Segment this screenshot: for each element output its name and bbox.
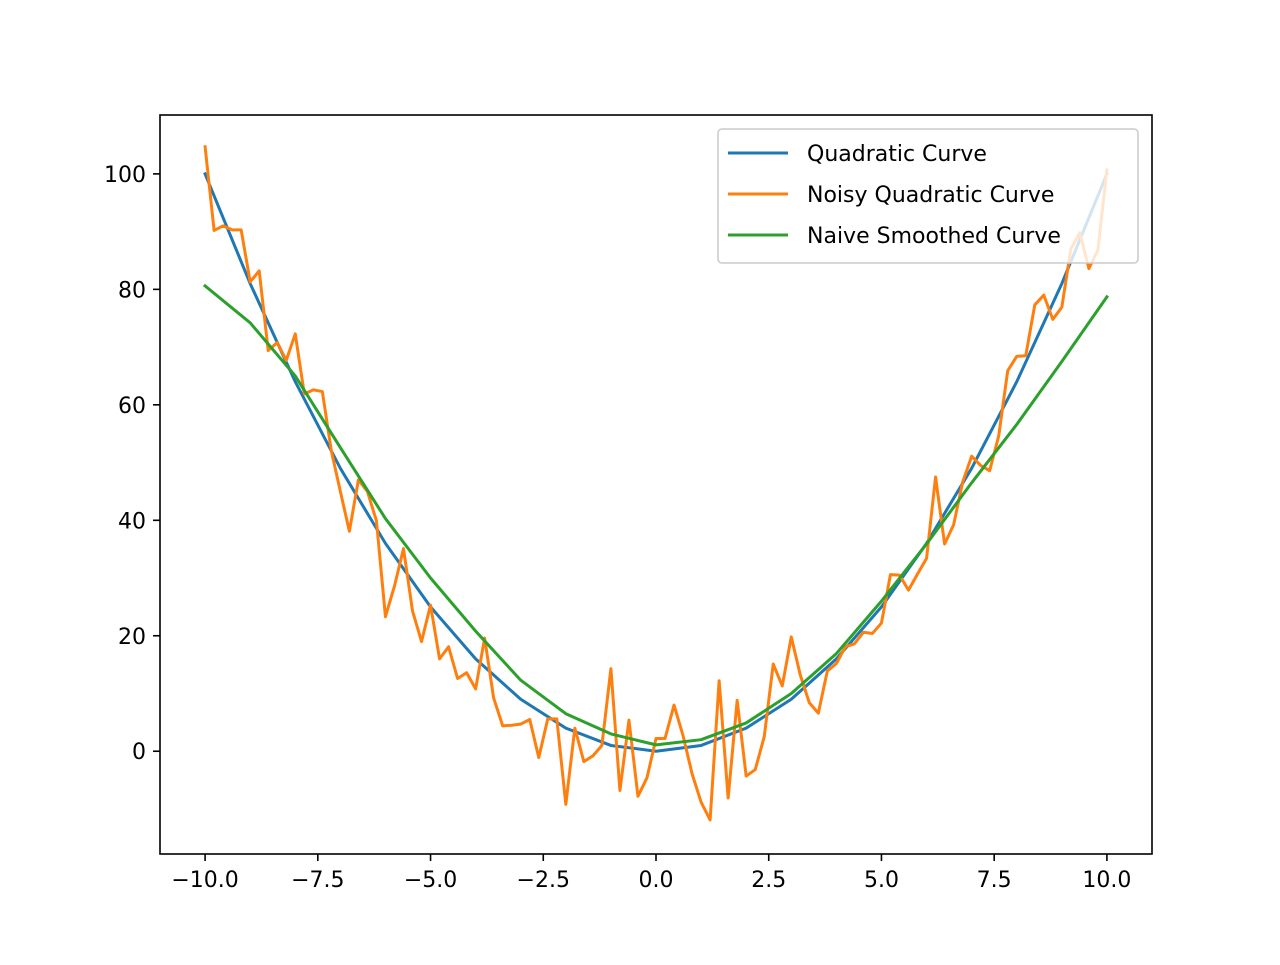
plot-area (202, 145, 1109, 822)
y-tick-label: 80 (118, 278, 146, 303)
y-tick-label: 40 (118, 509, 146, 534)
x-tick-label: 2.5 (751, 868, 786, 893)
y-tick-label: 100 (104, 163, 146, 188)
legend-box (717, 128, 1139, 264)
x-tick-label: −2.5 (517, 868, 570, 893)
y-tick-label: 0 (132, 740, 146, 765)
y-tick-label: 20 (118, 625, 146, 650)
x-tick-label: 0.0 (639, 868, 674, 893)
series-line-naive-smoothed-curve (202, 283, 1109, 747)
legend-label: Quadratic Curve (807, 142, 987, 167)
series-line-noisy-quadratic-curve (203, 145, 1109, 822)
x-tick-label: 5.0 (864, 868, 899, 893)
legend-label: Noisy Quadratic Curve (807, 183, 1054, 208)
axes: −10.0 −7.5 −5.0 −2.5 0.0 2.5 5.0 7.5 10.0 0 20 40 60… (104, 114, 1153, 893)
x-tick-label: 7.5 (977, 868, 1012, 893)
x-tick-label: 10.0 (1082, 868, 1131, 893)
legend-label: Naive Smoothed Curve (807, 224, 1061, 249)
y-tick-label: 60 (118, 394, 146, 419)
x-tick-label: −10.0 (171, 868, 238, 893)
x-tick-label: −5.0 (404, 868, 457, 893)
legend: Quadratic Curve Noisy Quadratic Curve Naiv… (717, 128, 1139, 264)
x-tick-label: −7.5 (291, 868, 344, 893)
